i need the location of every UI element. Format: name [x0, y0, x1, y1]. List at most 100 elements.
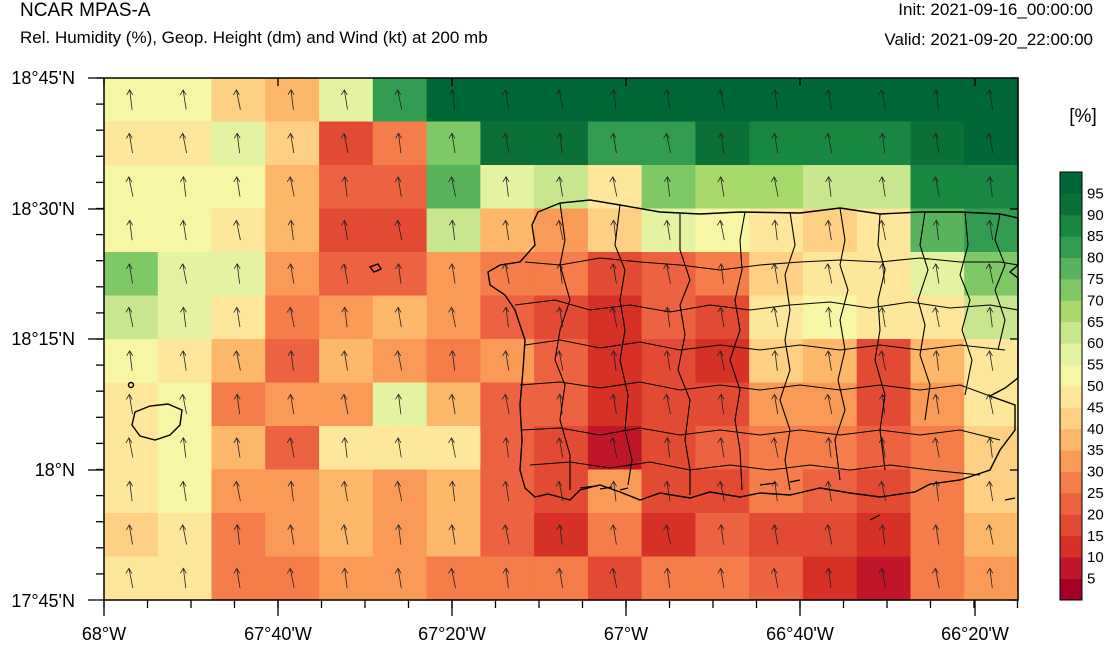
wind-arrow: [771, 219, 779, 241]
wind-arrow: [932, 350, 940, 371]
wind-arrow: [340, 263, 349, 284]
wind-arrow: [179, 219, 187, 241]
wind-arrow: [287, 524, 295, 545]
wind-arrow: [180, 176, 187, 197]
wind-arrow: [825, 437, 832, 458]
wind-arrow: [341, 306, 349, 328]
wind-arrow: [394, 480, 403, 502]
wind-arrow: [771, 524, 779, 545]
wind-arrow: [233, 567, 241, 589]
wind-arrow: [663, 132, 671, 154]
colorbar-tick-label: 85: [1087, 228, 1104, 245]
wind-arrow: [556, 132, 564, 154]
model-title: NCAR MPAS-A: [20, 0, 151, 21]
wind-arrow: [394, 89, 403, 110]
wind-arrow: [770, 567, 779, 589]
wind-arrow: [663, 89, 671, 110]
wind-arrow: [985, 393, 994, 415]
wind-arrow: [125, 176, 134, 197]
colorbar-swatch: [1060, 578, 1082, 601]
wind-arrow: [663, 176, 671, 197]
wind-arrow: [663, 437, 671, 458]
y-tick-label: 18°15'N: [11, 329, 75, 349]
colorbar-tick-label: 55: [1087, 357, 1104, 374]
wind-arrow: [286, 437, 295, 458]
wind-arrow: [126, 480, 134, 502]
colorbar-swatch: [1060, 172, 1082, 194]
x-tick-label: 67°W: [604, 624, 648, 644]
wind-arrow: [340, 524, 349, 545]
wind-arrow: [824, 263, 833, 284]
wind-arrow: [394, 350, 403, 371]
wind-arrow: [340, 480, 348, 502]
wind-arrow: [125, 393, 133, 415]
wind-arrow: [340, 132, 349, 154]
wind-arrow: [609, 263, 617, 284]
wind-arrow: [824, 132, 833, 154]
wind-arrow: [233, 219, 241, 241]
wind-arrow: [233, 524, 241, 545]
wind-arrow: [233, 176, 241, 197]
wind-arrow: [126, 219, 134, 241]
wind-arrow: [717, 176, 725, 197]
wind-arrow: [502, 567, 510, 589]
colorbar-tick-label: 95: [1087, 185, 1104, 202]
colorbar-swatch: [1060, 493, 1082, 515]
wind-arrow: [878, 437, 886, 458]
wind-arrow: [233, 350, 241, 371]
wind-arrow: [341, 437, 349, 458]
wind-arrow: [610, 89, 617, 110]
wind-arrow: [395, 393, 402, 415]
wind-arrow: [609, 176, 618, 197]
wind-arrow: [179, 132, 187, 154]
wind-arrow: [609, 567, 618, 589]
wind-arrow: [287, 132, 295, 154]
wind-arrow: [879, 132, 886, 154]
x-tick-label: 67°40'W: [244, 624, 312, 644]
wind-arrow: [716, 219, 725, 241]
coastline-boundaries: [127, 199, 1019, 521]
colorbar-swatch: [1060, 236, 1082, 258]
colorbar-tick-label: 25: [1087, 485, 1104, 502]
wind-arrow: [932, 393, 940, 415]
wind-arrow: [448, 524, 456, 545]
wind-arrow: [825, 176, 832, 197]
wind-arrow: [287, 263, 295, 284]
wind-arrow: [233, 132, 241, 154]
wind-arrow: [932, 263, 940, 284]
wind-arrow: [986, 89, 994, 110]
colorbar: 5 10 15 20 25 30 35 40 45 50 55 60 65 70 75 80 85 90 95: [1059, 171, 1104, 601]
colorbar-tick-label: 60: [1087, 335, 1104, 352]
valid-time: Valid: 2021-09-20_22:00:00: [884, 30, 1093, 49]
wind-arrow: [286, 567, 295, 589]
wind-arrow: [287, 393, 295, 415]
wind-arrow: [448, 480, 456, 502]
colorbar-swatch: [1060, 471, 1082, 494]
colorbar-swatch: [1060, 214, 1082, 237]
wind-arrow: [179, 350, 187, 371]
wind-arrow: [340, 350, 348, 371]
wind-arrow: [878, 567, 886, 589]
wind-arrow: [932, 567, 940, 589]
wind-arrow: [663, 567, 671, 589]
colorbar-swatch: [1060, 364, 1082, 387]
wind-arrow: [932, 306, 940, 328]
wind-arrow: [716, 480, 725, 502]
wind-arrow: [394, 567, 402, 589]
wind-arrow: [394, 306, 402, 328]
wind-arrow: [824, 524, 833, 545]
colorbar-swatch: [1060, 535, 1082, 558]
wind-arrow: [717, 524, 725, 545]
wind-arrow: [986, 176, 994, 197]
humidity-grid: [104, 78, 1019, 601]
wind-arrow: [663, 480, 671, 502]
wind-arrow: [341, 176, 349, 197]
wind-arrow: [986, 567, 994, 589]
wind-arrow: [340, 89, 348, 110]
colorbar-tick-label: 65: [1087, 314, 1104, 331]
wind-arrow: [825, 306, 832, 328]
wind-arrow: [125, 263, 133, 284]
wind-arrow: [448, 437, 456, 458]
wind-arrow: [286, 306, 295, 328]
field-title: Rel. Humidity (%), Geop. Height (dm) and…: [20, 28, 488, 47]
